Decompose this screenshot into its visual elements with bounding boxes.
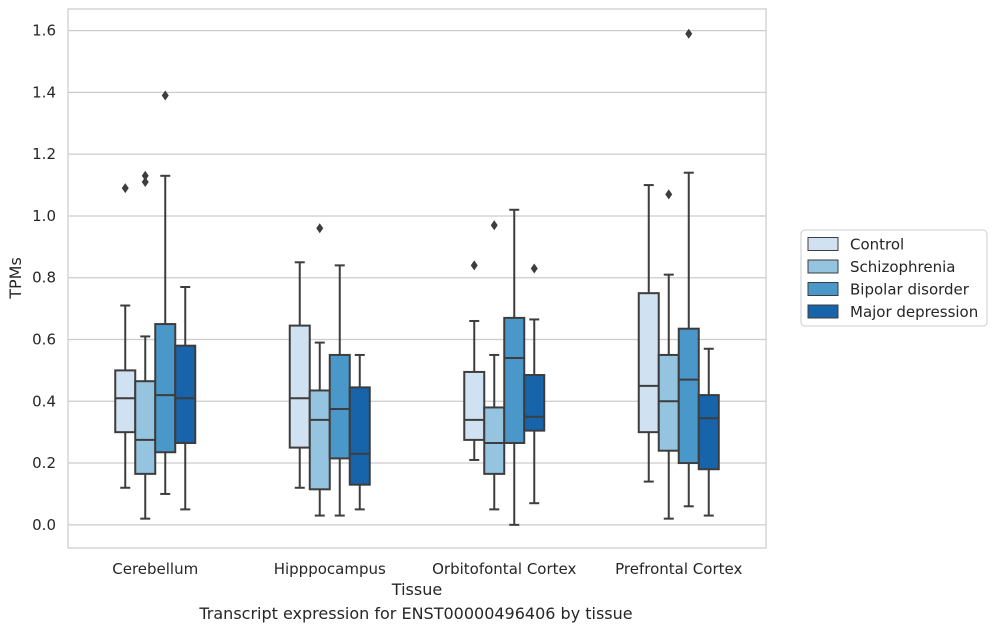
box-schizophrenia [657, 189, 680, 520]
x-tick-label: Prefrontal Cortex [615, 560, 742, 578]
x-tick-label: Cerebellum [112, 560, 198, 578]
x-axis-title: Tissue [391, 580, 442, 599]
box-iqr [174, 344, 197, 444]
box-iqr [483, 406, 506, 475]
outlier-point [141, 176, 149, 187]
legend-label: Major depression [850, 303, 978, 321]
outlier-point [141, 170, 149, 181]
legend-swatch [807, 237, 839, 251]
box-control [637, 184, 660, 483]
box-major-depression [697, 347, 720, 517]
box-iqr [637, 292, 660, 434]
box-iqr [348, 386, 371, 486]
box-control [463, 260, 486, 461]
box-iqr [463, 370, 486, 441]
x-tick-label: Orbitofontal Cortex [432, 560, 576, 578]
box-bipolar-disorder [328, 264, 351, 517]
box-iqr [523, 374, 546, 432]
y-tick-label: 0.8 [32, 269, 56, 287]
y-tick-label: 0.0 [32, 516, 56, 534]
box-groups [114, 28, 720, 526]
outlier-point [530, 263, 538, 274]
y-tick-labels: 0.0 0.2 0.4 0.6 0.8 1.0 1.2 1.4 1.6 [32, 22, 56, 534]
box-control [114, 183, 137, 489]
y-tick-label: 1.4 [32, 83, 56, 101]
box-schizophrenia [483, 220, 506, 511]
box-major-depression [523, 263, 546, 505]
legend-frame [800, 229, 988, 327]
y-tick-label: 0.4 [32, 392, 56, 410]
box-iqr [697, 394, 720, 471]
x-tick-labels: Cerebellum Hipppocampus Orbitofontal Corte… [112, 560, 742, 578]
legend-swatch [807, 304, 839, 319]
outlier-point [665, 189, 673, 200]
y-tick-label: 0.2 [32, 454, 56, 472]
figure-caption: Transcript expression for ENST0000049640… [199, 604, 633, 623]
box-bipolar-disorder [154, 90, 177, 495]
legend-label: Control [850, 236, 904, 254]
plot-frame [67, 8, 767, 549]
box-schizophrenia [308, 223, 331, 517]
box-major-depression [174, 285, 197, 511]
outlier-point [161, 90, 169, 101]
box-iqr [677, 327, 700, 465]
legend-label: Bipolar disorder [850, 281, 970, 299]
box-bipolar-disorder [503, 208, 526, 526]
legend-swatch [807, 282, 839, 296]
box-iqr [114, 369, 137, 434]
legend-swatch [807, 259, 839, 274]
y-tick-label: 0.6 [32, 331, 56, 349]
legend-label: Schizophrenia [850, 258, 955, 276]
box-schizophrenia [134, 170, 157, 520]
box-iqr [503, 316, 526, 444]
box-iqr [154, 323, 177, 454]
x-tick-label: Hipppocampus [274, 560, 386, 578]
box-control [288, 261, 311, 489]
outlier-point [316, 223, 324, 234]
outlier-point [470, 260, 478, 271]
box-iqr [657, 353, 680, 452]
outlier-point [685, 28, 693, 39]
y-tick-label: 1.6 [32, 22, 56, 40]
box-iqr [288, 324, 311, 449]
box-iqr [328, 353, 351, 460]
y-tick-label: 1.0 [32, 207, 56, 225]
y-axis-title: TPMs [6, 257, 25, 300]
box-iqr [308, 389, 331, 491]
y-tick-label: 1.2 [32, 145, 56, 163]
legend: Control Schizophrenia Bipolar disorder Majo… [800, 229, 988, 327]
box-iqr [134, 380, 157, 475]
outlier-point [121, 183, 129, 194]
box-major-depression [348, 353, 371, 511]
outlier-point [490, 220, 498, 231]
box-bipolar-disorder [677, 28, 700, 508]
